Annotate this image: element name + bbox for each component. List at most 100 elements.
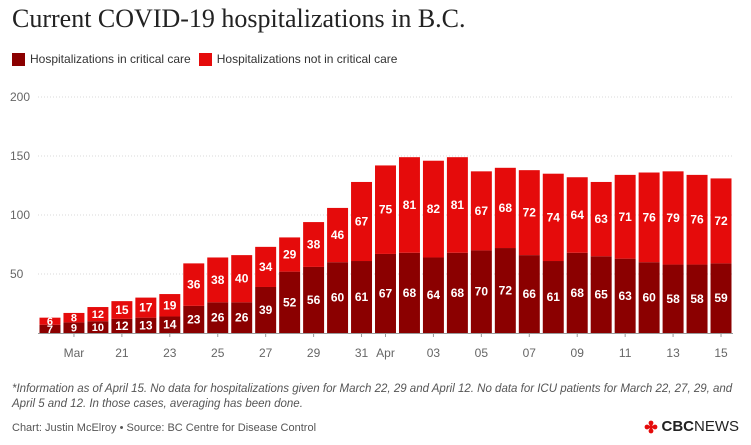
data-label-critical: 68 xyxy=(571,286,585,300)
data-label-not-critical: 63 xyxy=(595,212,609,226)
bar-not-critical xyxy=(231,255,253,303)
brand-prefix: CBC xyxy=(661,418,695,435)
data-label-not-critical: 64 xyxy=(571,208,585,222)
bar-not-critical xyxy=(279,237,301,272)
bar-critical xyxy=(303,266,325,333)
data-label-not-critical: 8 xyxy=(71,313,77,325)
bar-not-critical xyxy=(183,263,205,306)
brand-suffix: NEWS xyxy=(694,418,739,435)
bar-critical xyxy=(398,252,420,333)
data-label-critical: 68 xyxy=(403,286,417,300)
data-label-critical: 39 xyxy=(259,303,273,317)
data-label-critical: 61 xyxy=(355,290,369,304)
bar-not-critical xyxy=(327,207,349,263)
x-tick-label: 23 xyxy=(163,346,177,360)
legend: Hospitalizations in critical care Hospit… xyxy=(12,52,405,66)
x-tick-label: 07 xyxy=(523,346,537,360)
data-label-not-critical: 17 xyxy=(139,301,153,315)
data-label-critical: 52 xyxy=(283,295,297,309)
data-label-critical: 65 xyxy=(595,288,609,302)
bar-critical xyxy=(686,264,708,333)
bar-not-critical xyxy=(422,160,444,258)
x-tick-label: 09 xyxy=(571,346,585,360)
legend-swatch-not-critical xyxy=(198,52,212,66)
bar-not-critical xyxy=(542,173,564,262)
data-label-critical: 70 xyxy=(475,285,489,299)
data-label-critical: 58 xyxy=(666,292,680,306)
data-label-critical: 61 xyxy=(547,290,561,304)
data-label-critical: 72 xyxy=(499,284,513,298)
data-label-critical: 23 xyxy=(187,312,201,326)
bar-not-critical xyxy=(638,172,660,263)
x-tick-label: 15 xyxy=(714,346,728,360)
bar-not-critical xyxy=(686,174,708,265)
data-label-not-critical: 67 xyxy=(355,214,369,228)
bar-not-critical xyxy=(590,181,612,257)
legend-item-not-critical: Hospitalizations not in critical care xyxy=(198,52,397,66)
bar-critical xyxy=(518,255,540,333)
bar-critical xyxy=(279,271,301,333)
bar-critical xyxy=(39,324,61,333)
x-tick-label: Mar xyxy=(64,346,85,360)
legend-swatch-critical xyxy=(12,52,25,66)
x-tick-label: 27 xyxy=(259,346,273,360)
data-label-not-critical: 68 xyxy=(499,201,513,215)
bar-critical xyxy=(63,322,85,333)
data-label-critical: 59 xyxy=(714,291,728,305)
footnote: *Information as of April 15. No data for… xyxy=(12,383,733,410)
data-label-critical: 64 xyxy=(427,288,441,302)
data-label-not-critical: 19 xyxy=(163,298,177,312)
legend-label-critical: Hospitalizations in critical care xyxy=(30,52,191,66)
bar-not-critical xyxy=(566,177,588,253)
bar-not-critical xyxy=(518,170,540,256)
bar-critical xyxy=(590,256,612,333)
data-label-not-critical: 6 xyxy=(47,316,53,328)
bar-not-critical xyxy=(135,297,157,318)
x-tick-label: 13 xyxy=(666,346,680,360)
bar-critical xyxy=(710,263,732,333)
bar-critical xyxy=(255,286,277,333)
bar-critical xyxy=(135,317,157,333)
x-tick-label: 29 xyxy=(307,346,321,360)
data-label-not-critical: 15 xyxy=(115,303,129,317)
data-label-not-critical: 40 xyxy=(235,272,249,286)
data-label-critical: 26 xyxy=(235,311,249,325)
bar-critical xyxy=(470,250,492,333)
data-label-critical: 56 xyxy=(307,293,321,307)
data-label-not-critical: 67 xyxy=(475,204,489,218)
data-label-critical: 14 xyxy=(163,318,177,332)
bar-critical xyxy=(566,252,588,333)
cbc-news-logo[interactable]: CBC NEWS xyxy=(644,418,739,435)
data-label-not-critical: 82 xyxy=(427,202,441,216)
data-label-critical: 58 xyxy=(690,292,704,306)
data-label-critical: 66 xyxy=(523,287,537,301)
data-label-critical: 10 xyxy=(92,322,104,334)
x-tick-label: 05 xyxy=(475,346,489,360)
bar-not-critical xyxy=(375,165,396,254)
bar-critical xyxy=(638,262,660,333)
data-label-not-critical: 12 xyxy=(92,309,104,321)
bar-critical xyxy=(446,252,468,333)
bar-critical xyxy=(375,253,396,333)
bar-not-critical xyxy=(255,246,277,287)
x-tick-label: 31 xyxy=(355,346,369,360)
bar-not-critical xyxy=(494,167,516,249)
y-tick-label: 50 xyxy=(10,267,24,281)
data-label-not-critical: 71 xyxy=(618,210,632,224)
bar-critical xyxy=(614,258,636,333)
data-label-not-critical: 72 xyxy=(523,206,537,220)
bar-critical xyxy=(662,264,684,333)
data-label-not-critical: 46 xyxy=(331,228,345,242)
data-label-not-critical: 79 xyxy=(666,211,680,225)
x-tick-label: 21 xyxy=(115,346,129,360)
bar-not-critical xyxy=(39,317,61,325)
data-label-critical: 63 xyxy=(618,289,632,303)
data-label-critical: 9 xyxy=(71,323,77,335)
data-label-not-critical: 74 xyxy=(547,210,561,224)
data-label-critical: 60 xyxy=(642,291,656,305)
data-label-not-critical: 38 xyxy=(211,273,225,287)
bar-not-critical xyxy=(662,171,684,265)
bar-not-critical xyxy=(470,171,492,251)
data-label-critical: 67 xyxy=(379,286,393,300)
data-label-critical: 68 xyxy=(451,286,465,300)
